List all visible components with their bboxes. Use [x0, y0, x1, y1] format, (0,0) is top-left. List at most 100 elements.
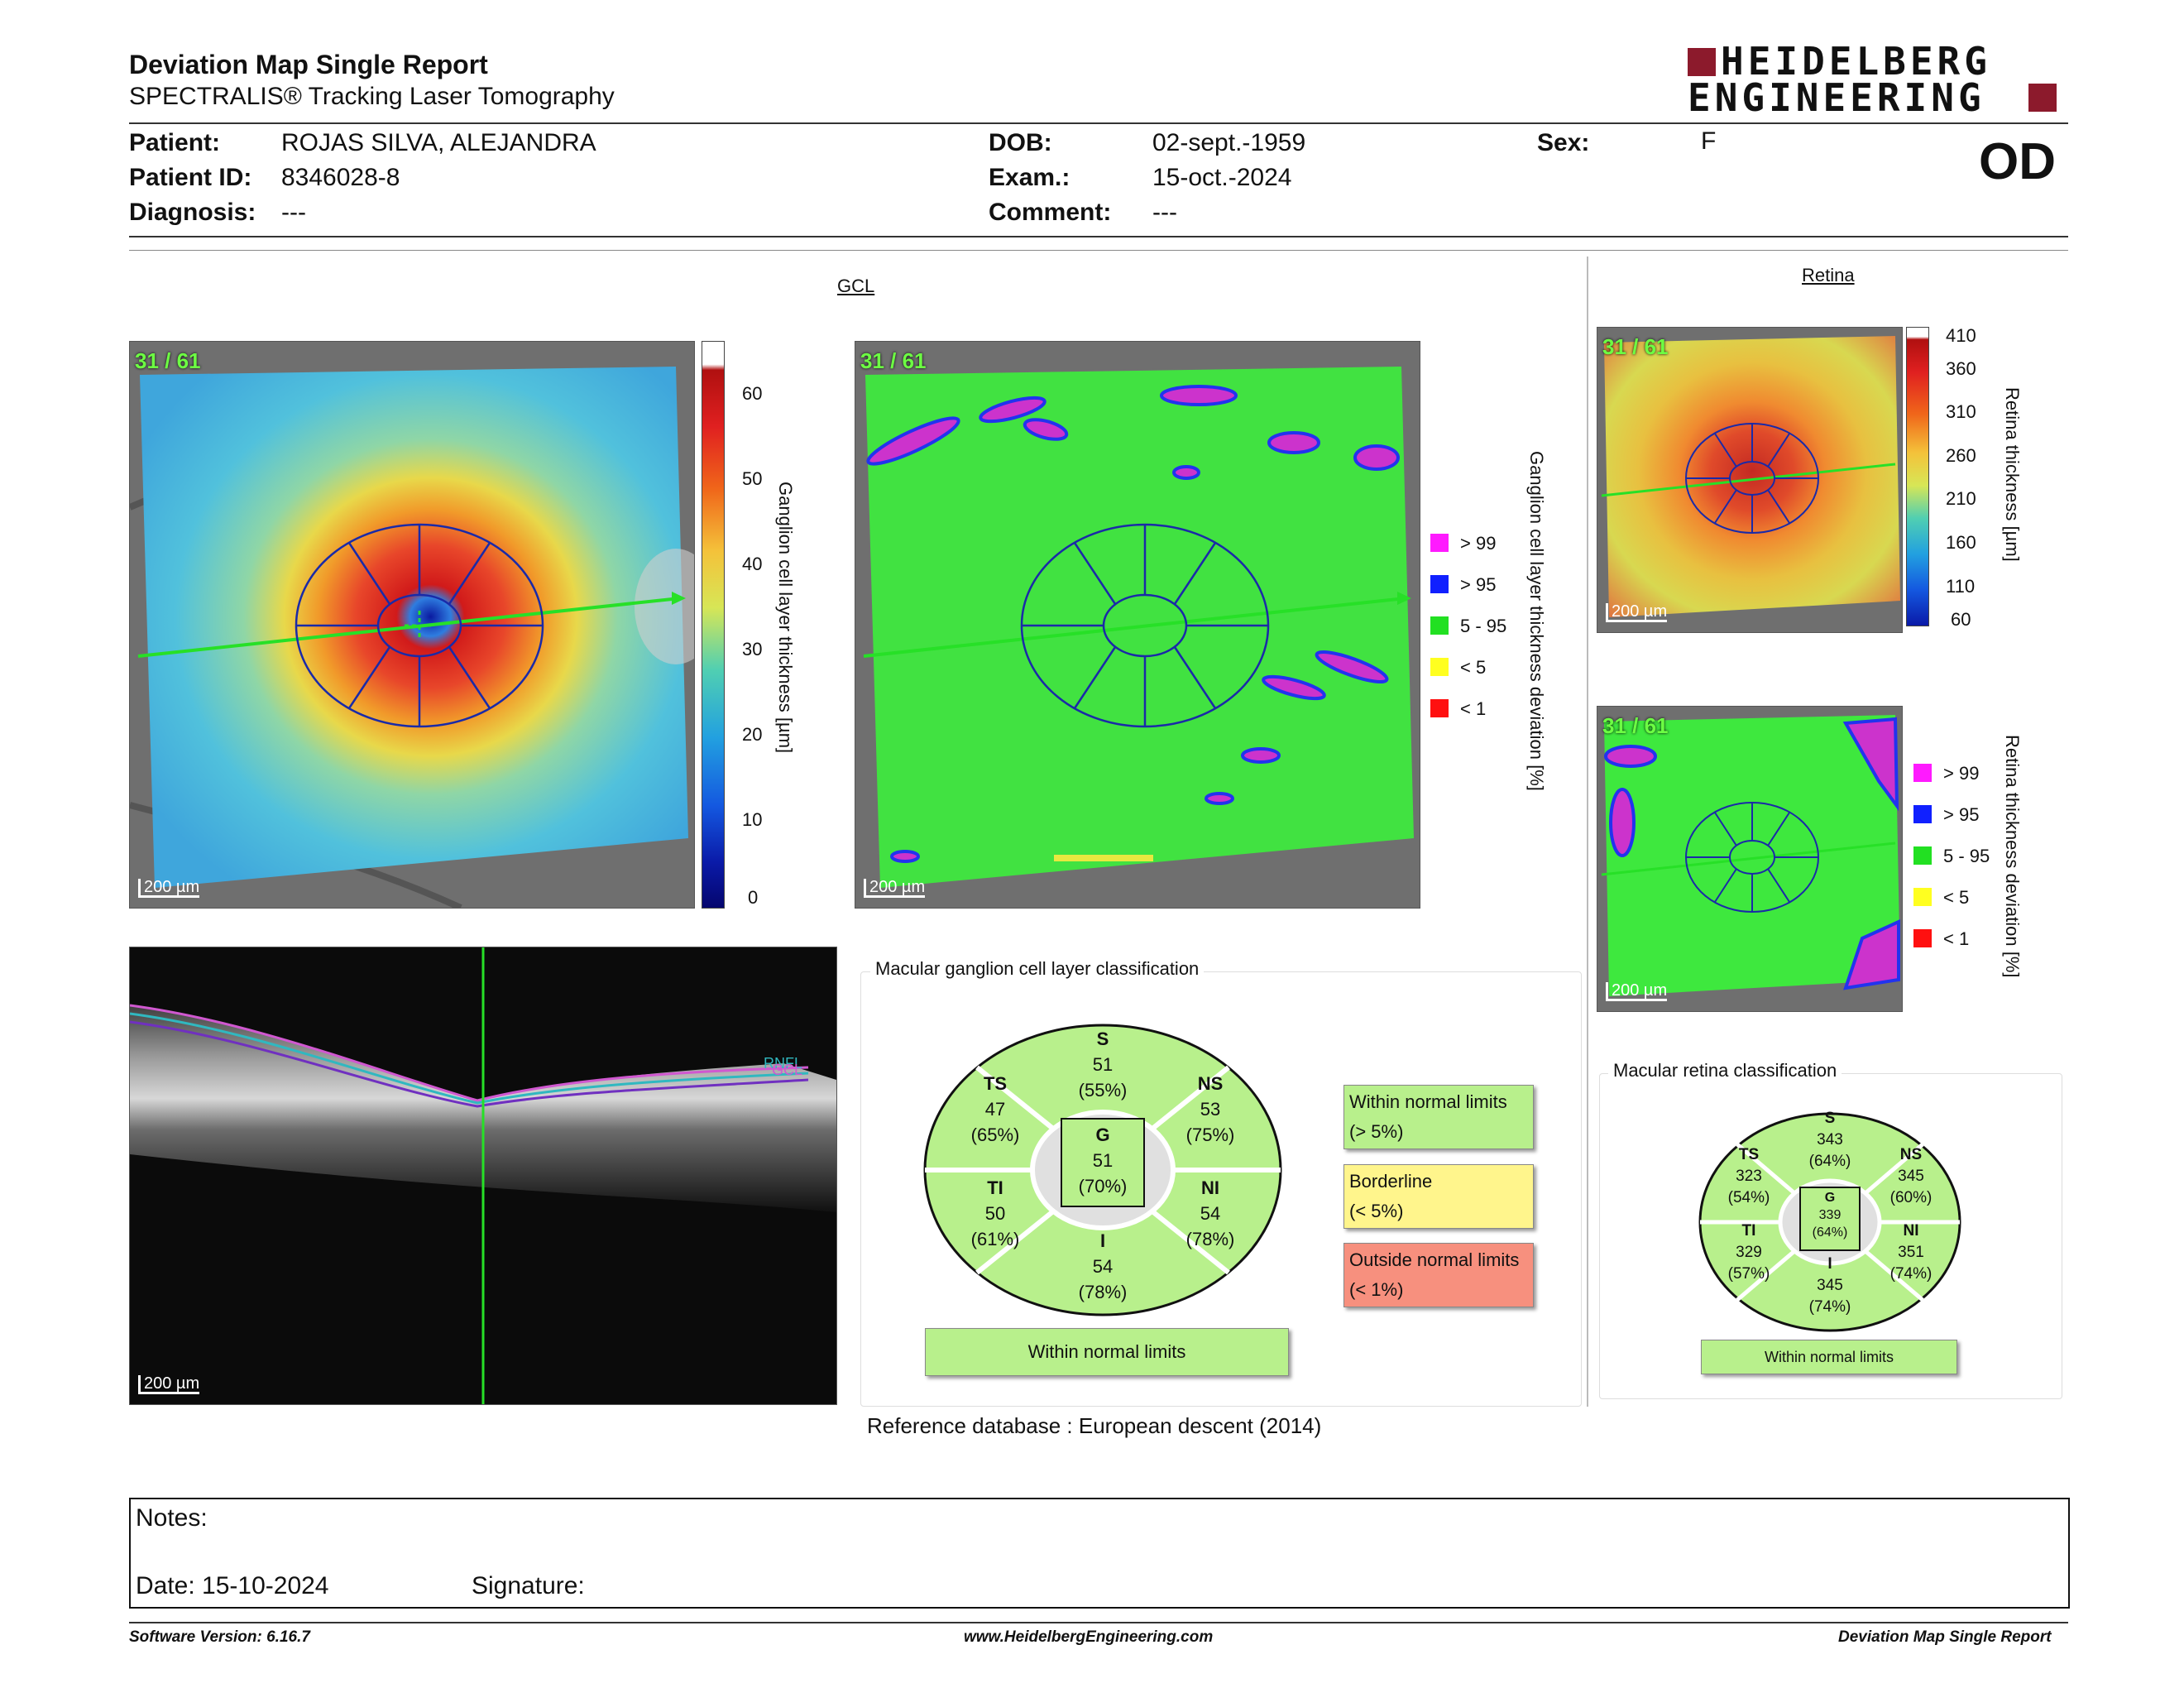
patient-label: Patient:	[129, 129, 221, 156]
patient-id: 8346028-8	[281, 164, 400, 191]
exam-value: 15-oct.-2024	[1152, 164, 1292, 191]
retina-legend-5-95: 5 - 95	[1943, 846, 1990, 866]
retina-thickness-axis-label: Retina thickness [µm]	[2002, 387, 2023, 562]
date-label: Date: 15-10-2024	[136, 1572, 329, 1599]
gcl-tick-20: 20	[742, 724, 763, 745]
gcl-thickness-axis-label: Ganglion cell layer thickness [µm]	[775, 482, 796, 754]
gcl-sector-i: I 54 (78%)	[1078, 1230, 1128, 1302]
gcl-legend-gt95: > 95	[1460, 574, 1497, 595]
notes-label: Notes:	[136, 1504, 208, 1532]
website-link[interactable]: www.HeidelbergEngineering.com	[964, 1628, 1214, 1646]
patient-id-label: Patient ID:	[129, 164, 252, 191]
retina-sector-g: G 339 (64%)	[1812, 1191, 1848, 1240]
retina-legend-lt5: < 5	[1943, 887, 1970, 908]
gcl-sector-ni: NI 54 (78%)	[1185, 1177, 1235, 1249]
retina-scale-bar: 200 µm	[1606, 603, 1668, 622]
retina-sector-s: S 343 (64%)	[1808, 1110, 1851, 1170]
eye-indicator: OD	[1979, 133, 2056, 190]
diagnosis-label: Diagnosis:	[129, 199, 256, 226]
logo-line-2: ENGINEERING	[1688, 75, 1985, 120]
retina-tick-60: 60	[1951, 609, 1971, 630]
retina-sector-i: I 345 (74%)	[1808, 1255, 1851, 1316]
gcl-tick-0: 0	[748, 887, 759, 908]
notes-box[interactable]	[129, 1498, 2070, 1609]
report-title: Deviation Map Single Report	[129, 50, 488, 79]
gcl-dev-frame-counter: 31 / 61	[860, 348, 927, 373]
gcl-scale-bar: 200 µm	[138, 879, 200, 898]
gcl-legend-lt5: < 5	[1460, 657, 1487, 678]
exam-label: Exam.:	[989, 164, 1070, 191]
gcl-thickness-map: 31 / 61 200 µm	[129, 341, 695, 909]
gcl-section-title: GCL	[837, 276, 875, 296]
retina-tick-260: 260	[1946, 445, 1976, 466]
retina-legend-swatch-gt95	[1913, 805, 1932, 823]
comment-label: Comment:	[989, 199, 1112, 226]
legend-within-normal: Within normal limits (> 5%)	[1343, 1085, 1534, 1149]
retina-tick-160: 160	[1946, 532, 1976, 553]
bscan-scale-bar: 200 µm	[138, 1375, 200, 1394]
gcl-sector-ts: TS 47 (65%)	[970, 1073, 1020, 1145]
retina-legend-gt99: > 99	[1943, 763, 1980, 784]
gcl-legend-swatch-gt95	[1430, 575, 1449, 593]
retina-tick-410: 410	[1946, 325, 1976, 346]
retina-tick-210: 210	[1946, 488, 1976, 509]
retina-sector-chart: S 343 (64%) TS 323 (54%) NS 345 (60%) G 339 (64%…	[1698, 1110, 1962, 1333]
vertical-divider	[1587, 257, 1588, 1407]
signature-label: Signature:	[472, 1572, 585, 1599]
retina-sector-ts: TS 323 (54%)	[1727, 1146, 1770, 1206]
gcl-tick-30: 30	[742, 639, 763, 659]
retina-dev-frame-counter: 31 / 61	[1602, 713, 1669, 738]
retina-deviation-axis-label: Retina thickness deviation [%]	[2002, 735, 2023, 978]
gcl-legend-swatch-lt5	[1430, 658, 1449, 676]
gcl-thickness-colorbar	[702, 341, 725, 909]
gcl-legend-gt99: > 99	[1460, 533, 1497, 554]
oct-bscan: RNFL GCL 200 µm	[129, 947, 837, 1405]
bscan-layer-gcl: GCL	[772, 1062, 803, 1078]
gcl-sector-g: G 51 (70%)	[1078, 1125, 1128, 1196]
sex-label: Sex:	[1537, 129, 1590, 156]
retina-sector-ns: NS 345 (60%)	[1889, 1146, 1933, 1206]
retina-thickness-map: 31 / 61 200 µm	[1597, 327, 1903, 633]
gcl-legend-swatch-gt99	[1430, 534, 1449, 552]
legend-outside-normal: Outside normal limits (< 1%)	[1343, 1243, 1534, 1307]
gcl-deviation-axis-label: Ganglion cell layer thickness deviation …	[1526, 451, 1547, 791]
retina-sector-ni: NI 351 (74%)	[1889, 1222, 1933, 1283]
comment-value: ---	[1152, 199, 1177, 226]
bscan-layer-rnfl: RNFL	[764, 1055, 803, 1072]
retina-legend-swatch-lt5	[1913, 888, 1932, 906]
retina-deviation-map: 31 / 61 200 µm	[1597, 706, 1903, 1012]
dob-label: DOB:	[989, 129, 1052, 156]
retina-dev-scale-bar: 200 µm	[1606, 982, 1668, 1001]
retina-legend-swatch-5-95	[1913, 846, 1932, 865]
retina-legend-swatch-gt99	[1913, 764, 1932, 782]
diagnosis-value: ---	[281, 199, 306, 226]
gcl-tick-60: 60	[742, 383, 763, 404]
report-subtitle: SPECTRALIS® Tracking Laser Tomography	[129, 83, 615, 110]
gcl-legend-5-95: 5 - 95	[1460, 616, 1507, 636]
gcl-result-label: Within normal limits	[925, 1328, 1289, 1376]
gcl-dev-scale-bar: 200 µm	[864, 879, 926, 898]
retina-legend-swatch-lt1	[1913, 929, 1932, 947]
gcl-legend-swatch-lt1	[1430, 699, 1449, 717]
footer-report-name: Deviation Map Single Report	[1838, 1628, 2052, 1646]
gcl-tick-40: 40	[742, 554, 763, 574]
sex-value: F	[1701, 127, 1717, 155]
gcl-sector-s: S 51 (55%)	[1078, 1029, 1128, 1101]
gcl-tick-10: 10	[742, 809, 763, 830]
gcl-sector-ti: TI 50 (61%)	[970, 1177, 1020, 1249]
retina-thickness-colorbar	[1906, 327, 1929, 626]
gcl-classification-title: Macular ganglion cell layer classificati…	[870, 958, 1205, 980]
dob-value: 02-sept.-1959	[1152, 129, 1306, 156]
reference-database: Reference database : European descent (2…	[867, 1413, 1322, 1438]
gcl-legend-swatch-5-95	[1430, 616, 1449, 635]
retina-tick-110: 110	[1946, 576, 1976, 597]
logo-line-1: HEIDELBERG	[1721, 39, 1991, 84]
retina-legend-gt95: > 95	[1943, 804, 1980, 825]
gcl-sector-ns: NS 53 (75%)	[1185, 1073, 1235, 1145]
legend-borderline: Borderline (< 5%)	[1343, 1164, 1534, 1229]
software-version: Software Version: 6.16.7	[129, 1628, 310, 1646]
retina-frame-counter: 31 / 61	[1602, 334, 1669, 359]
gcl-frame-counter: 31 / 61	[135, 348, 201, 373]
retina-tick-360: 360	[1946, 358, 1976, 379]
retina-section-title: Retina	[1802, 265, 1855, 285]
